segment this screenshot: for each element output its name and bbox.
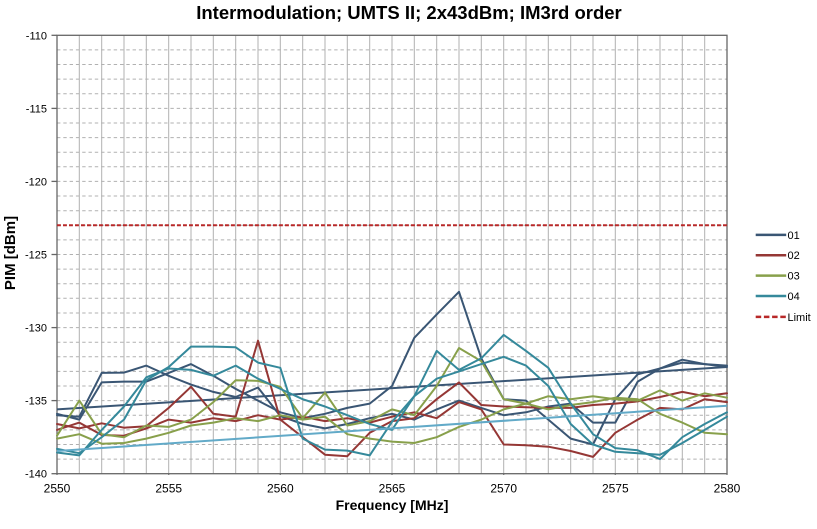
svg-text:2580: 2580 [714, 482, 741, 496]
svg-text:2575: 2575 [602, 482, 629, 496]
svg-text:-110: -110 [26, 30, 47, 42]
svg-text:01: 01 [788, 230, 800, 242]
svg-text:-130: -130 [25, 323, 47, 335]
svg-text:2570: 2570 [490, 482, 517, 496]
svg-text:2555: 2555 [155, 482, 182, 496]
svg-text:-140: -140 [25, 469, 47, 481]
svg-text:Limit: Limit [788, 312, 811, 324]
svg-text:-135: -135 [25, 396, 47, 408]
svg-text:02: 02 [788, 250, 800, 262]
svg-text:2550: 2550 [44, 482, 71, 496]
svg-text:03: 03 [788, 271, 800, 283]
svg-text:2560: 2560 [267, 482, 294, 496]
svg-text:04: 04 [788, 291, 800, 303]
svg-text:Intermodulation; UMTS II; 2x43: Intermodulation; UMTS II; 2x43dBm; IM3rd… [196, 2, 622, 23]
svg-text:-120: -120 [25, 176, 47, 188]
svg-text:-115: -115 [26, 103, 47, 115]
svg-text:PIM [dBm]: PIM [dBm] [2, 216, 19, 290]
svg-text:Frequency [MHz]: Frequency [MHz] [336, 497, 449, 513]
svg-text:2565: 2565 [379, 482, 406, 496]
svg-text:-125: -125 [25, 250, 47, 262]
